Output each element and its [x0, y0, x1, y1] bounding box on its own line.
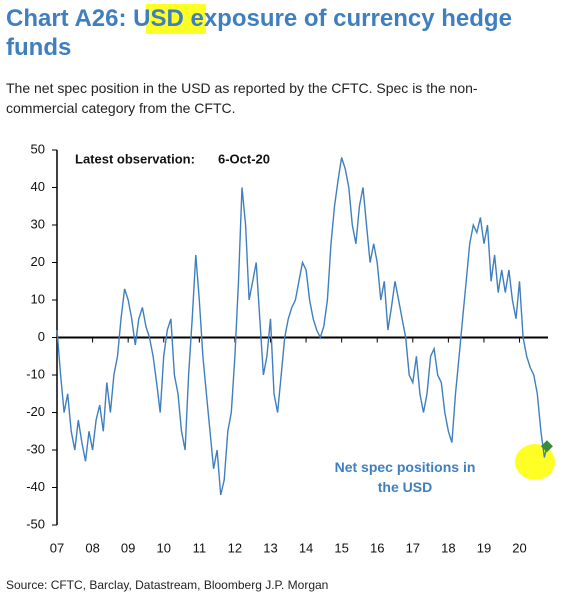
y-tick-label: 10 [31, 291, 45, 306]
subtitle: The net spec position in the USD as repo… [6, 80, 478, 116]
x-tick-label: 09 [121, 540, 135, 555]
source: Source: CFTC, Barclay, Datastream, Bloom… [6, 578, 329, 592]
y-tick-label: 30 [31, 216, 45, 231]
x-tick-label: 20 [512, 540, 526, 555]
y-tick-label: -40 [26, 479, 45, 494]
y-tick-label: -50 [26, 516, 45, 531]
x-tick-label: 12 [228, 540, 242, 555]
y-tick-label: 40 [31, 179, 45, 194]
line [56, 157, 548, 496]
x-tick-label: 13 [263, 540, 277, 555]
x-tick-label: 16 [370, 540, 384, 555]
series-label: Net spec positions in the USD [334, 459, 476, 495]
x-tick-label: 15 [334, 540, 348, 555]
x-tick-label: 10 [157, 540, 171, 555]
x-tick-label: 17 [406, 540, 420, 555]
x-tick-label: 19 [477, 540, 491, 555]
x-tick-label: 08 [85, 540, 99, 555]
annotation: Latest observation: [75, 151, 195, 166]
x-tick-label: 14 [299, 540, 313, 555]
title: Chart A26: USD exposure of currency hedg… [6, 5, 512, 61]
highlight [146, 4, 206, 34]
annotation: 6-Oct-20 [218, 151, 270, 166]
x-tick-label: 18 [441, 540, 455, 555]
y-tick-label: 0 [38, 329, 45, 344]
y-tick-label: -10 [26, 366, 45, 381]
y-tick-label: -30 [26, 441, 45, 456]
x-tick-label: 11 [193, 540, 207, 555]
y-tick-label: 20 [31, 254, 45, 269]
y-tick-label: -20 [26, 404, 45, 419]
y-tick-label: 50 [31, 141, 45, 156]
x-tick-label: 07 [50, 540, 64, 555]
latest-marker [540, 440, 553, 453]
